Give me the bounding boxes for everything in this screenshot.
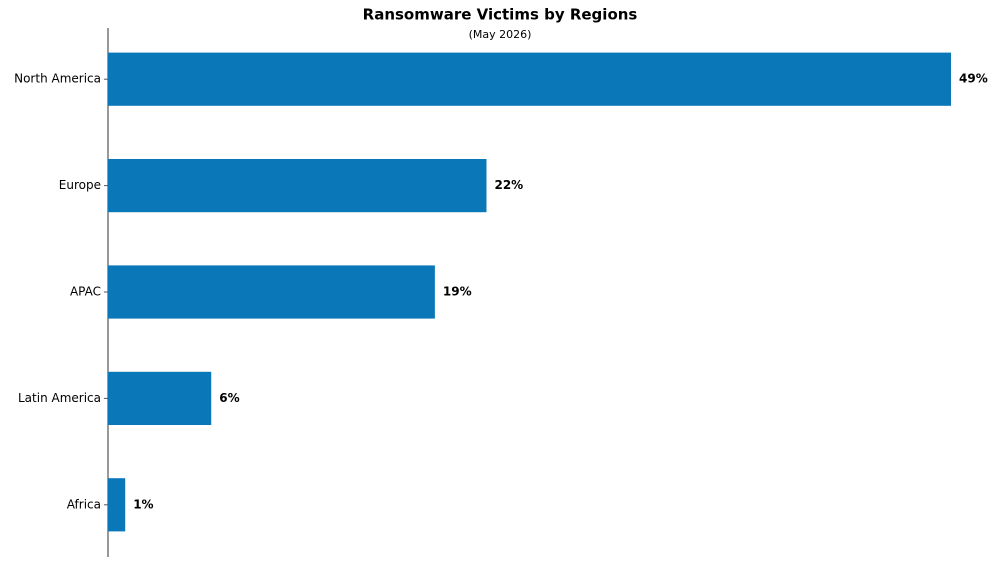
y-tick-label: APAC (70, 285, 101, 299)
y-tick-label: Latin America (18, 391, 101, 405)
value-label: 19% (443, 285, 472, 299)
value-label: 6% (219, 391, 239, 405)
bar (108, 159, 487, 213)
y-tick-label: Africa (67, 497, 101, 511)
bar (108, 371, 212, 425)
value-label: 1% (133, 497, 153, 511)
value-label: 22% (494, 178, 523, 192)
bar (108, 265, 435, 319)
chart-subtitle: (May 2026) (469, 28, 532, 41)
value-label: 49% (959, 72, 988, 86)
y-tick-label: North America (14, 72, 101, 86)
bar (108, 52, 951, 106)
y-tick-label: Europe (59, 178, 101, 192)
bar (108, 478, 126, 532)
chart-title: Ransomware Victims by Regions (363, 6, 638, 24)
